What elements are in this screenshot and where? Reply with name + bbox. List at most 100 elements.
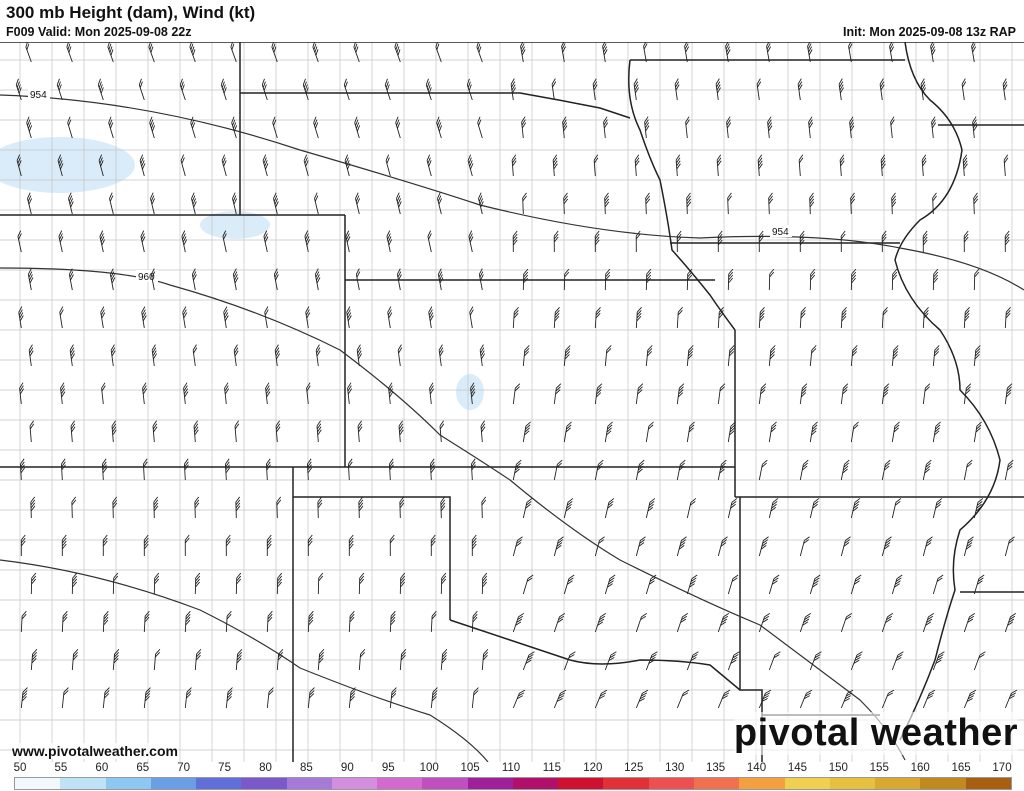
wind-barb bbox=[1004, 230, 1010, 253]
colorbar-swatch bbox=[875, 778, 921, 789]
wind-barb bbox=[553, 459, 563, 481]
wind-barb bbox=[797, 78, 803, 101]
wind-barb bbox=[963, 459, 973, 481]
wind-barb bbox=[552, 154, 558, 177]
wind-barb bbox=[306, 458, 313, 481]
wind-barb bbox=[727, 574, 739, 595]
wind-barb bbox=[522, 574, 534, 595]
wind-barb bbox=[809, 421, 818, 443]
wind-barb bbox=[317, 649, 325, 671]
wind-barb bbox=[676, 306, 683, 329]
wind-barb bbox=[303, 154, 309, 177]
wind-barb bbox=[347, 458, 353, 481]
wind-barb bbox=[963, 306, 970, 329]
wind-barb bbox=[348, 610, 355, 633]
wind-barb bbox=[880, 154, 886, 177]
wind-barb bbox=[70, 420, 76, 443]
wind-barb bbox=[522, 345, 530, 367]
wind-barb bbox=[271, 42, 278, 63]
wind-barb bbox=[717, 612, 730, 633]
wind-barb bbox=[304, 230, 311, 253]
wind-barb bbox=[930, 42, 936, 63]
wind-barb bbox=[604, 421, 613, 443]
colorbar-swatch bbox=[150, 778, 197, 789]
wind-barb bbox=[809, 498, 820, 519]
colorbar bbox=[14, 777, 1012, 790]
wind-barb bbox=[756, 78, 762, 101]
colorbar-tick: 90 bbox=[340, 762, 354, 774]
pivotal-weather-logo: pivotal weather bbox=[733, 712, 1018, 755]
wind-barb bbox=[881, 459, 891, 481]
wind-barb bbox=[799, 459, 809, 481]
wind-barb bbox=[594, 536, 605, 557]
colorbar-tick: 150 bbox=[828, 762, 848, 774]
website-label[interactable]: www.pivotalweather.com bbox=[12, 743, 178, 759]
wind-barb bbox=[19, 458, 26, 481]
wind-barb bbox=[634, 154, 640, 177]
wind-barb bbox=[471, 534, 477, 557]
wind-barb bbox=[963, 536, 974, 557]
wind-barb bbox=[645, 651, 658, 671]
wind-barb bbox=[112, 496, 118, 519]
wind-barb bbox=[389, 687, 397, 709]
wind-barb bbox=[430, 687, 438, 709]
wind-barb bbox=[15, 78, 22, 101]
wind-barb bbox=[881, 689, 895, 709]
wind-barb bbox=[427, 230, 432, 253]
wind-barb bbox=[766, 42, 772, 63]
wind-barb bbox=[355, 268, 361, 291]
wind-barb bbox=[108, 116, 114, 139]
wind-barb bbox=[563, 345, 571, 367]
wind-barb bbox=[59, 306, 64, 329]
wind-barb bbox=[850, 574, 862, 595]
wind-barb bbox=[388, 382, 394, 405]
wind-barb bbox=[635, 459, 645, 481]
wind-barb bbox=[879, 78, 885, 101]
wind-barb bbox=[1004, 383, 1013, 405]
wind-barb bbox=[395, 116, 401, 139]
wind-barb bbox=[181, 230, 188, 253]
wind-barb bbox=[840, 306, 847, 329]
wind-barb bbox=[437, 268, 444, 291]
wind-barb bbox=[307, 610, 314, 633]
wind-barb bbox=[152, 420, 158, 443]
wind-barb bbox=[768, 345, 776, 367]
wind-barb bbox=[850, 498, 861, 519]
wind-barb bbox=[29, 420, 35, 443]
wind-barb bbox=[101, 382, 106, 405]
wind-barb bbox=[890, 116, 895, 139]
wind-barb bbox=[798, 154, 804, 177]
wind-barb bbox=[68, 268, 74, 291]
wind-barb bbox=[440, 572, 447, 595]
wind-barb bbox=[522, 498, 533, 519]
wind-barb bbox=[354, 116, 361, 139]
wind-barb bbox=[28, 344, 34, 367]
colorbar-tick: 110 bbox=[501, 762, 521, 774]
colorbar-swatch bbox=[60, 778, 106, 789]
wind-barb bbox=[306, 382, 311, 405]
wind-barb bbox=[470, 382, 476, 405]
wind-barb bbox=[438, 344, 444, 367]
wind-barb bbox=[25, 42, 32, 63]
wind-barb bbox=[799, 230, 805, 253]
wind-barb bbox=[922, 459, 932, 481]
wind-barb bbox=[394, 42, 401, 63]
wind-barb bbox=[384, 78, 391, 101]
wind-barb bbox=[225, 687, 233, 709]
wind-barb bbox=[1002, 78, 1008, 101]
wind-barb bbox=[192, 344, 198, 367]
wind-barb bbox=[69, 344, 76, 367]
colorbar-tick: 85 bbox=[300, 762, 313, 774]
colorbar-tick: 65 bbox=[136, 762, 150, 774]
wind-barb bbox=[686, 651, 699, 671]
wind-barb bbox=[932, 651, 945, 671]
colorbar-tick: 50 bbox=[13, 762, 27, 774]
wind-barb bbox=[840, 383, 849, 405]
county-borders bbox=[0, 42, 1024, 762]
wind-barb bbox=[265, 382, 271, 405]
wind-barb bbox=[112, 572, 119, 595]
colorbar-tick: 55 bbox=[54, 762, 68, 774]
wind-barb bbox=[635, 230, 641, 253]
colorbar-tick: 130 bbox=[665, 762, 685, 774]
wind-barb bbox=[397, 344, 403, 367]
